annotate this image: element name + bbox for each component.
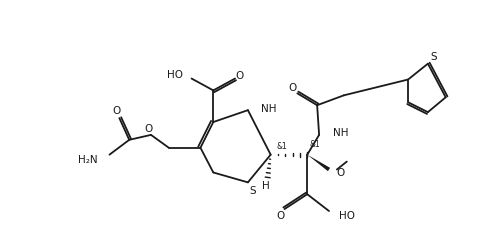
Text: S: S (431, 52, 437, 62)
Text: NH: NH (261, 104, 276, 114)
Text: S: S (250, 186, 256, 196)
Text: &1: &1 (309, 140, 320, 149)
Text: H₂N: H₂N (78, 154, 97, 164)
Text: O: O (288, 84, 297, 94)
Text: NH: NH (333, 128, 348, 138)
Text: H: H (262, 181, 270, 191)
Text: HO: HO (339, 211, 355, 221)
Text: HO: HO (167, 70, 183, 80)
Text: O: O (337, 168, 345, 178)
Text: O: O (112, 106, 120, 116)
Polygon shape (307, 155, 330, 171)
Text: O: O (235, 70, 243, 81)
Text: O: O (276, 211, 285, 221)
Text: O: O (144, 124, 152, 134)
Text: &1: &1 (276, 142, 288, 151)
